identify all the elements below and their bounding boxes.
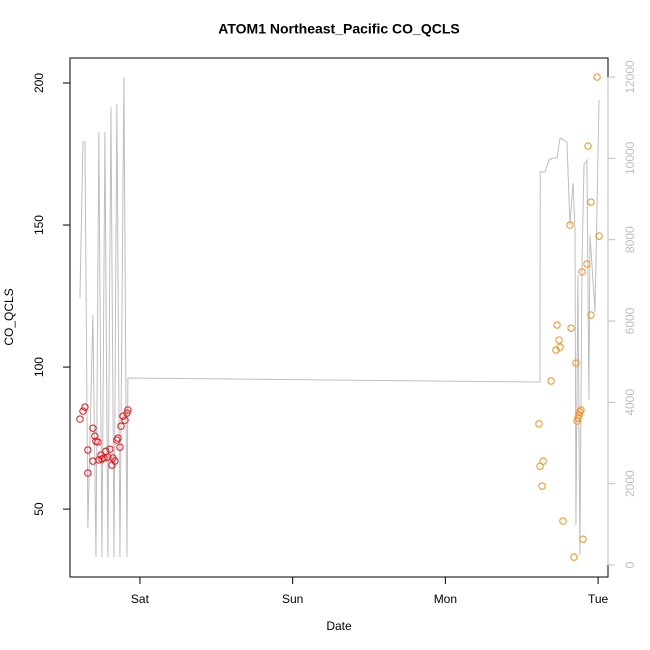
y-tick-label: 200	[32, 73, 46, 93]
data-point	[79, 407, 87, 415]
data-point	[106, 445, 114, 453]
data-point	[117, 422, 125, 430]
data-point	[91, 432, 99, 440]
y2-tick-label: 6000	[623, 307, 637, 334]
data-point	[538, 482, 546, 490]
data-point	[84, 446, 92, 454]
data-point	[572, 359, 580, 367]
data-point	[566, 221, 574, 229]
y2-tick-label: 0	[623, 561, 637, 568]
y-axis-label: CO_QCLS	[2, 288, 16, 345]
y2-tick-label: 4000	[623, 389, 637, 416]
y-tick-label: 100	[32, 357, 46, 377]
data-point	[579, 535, 587, 543]
data-point	[535, 420, 543, 428]
y-tick-label: 50	[32, 502, 46, 516]
data-point	[587, 198, 595, 206]
data-point	[575, 411, 583, 419]
y2-tick-label: 10000	[623, 141, 637, 175]
data-point	[567, 324, 575, 332]
y-tick-label: 150	[32, 215, 46, 235]
x-tick-label: Tue	[588, 592, 609, 606]
data-point	[114, 434, 122, 442]
data-point	[595, 232, 603, 240]
y2-tick-label: 2000	[623, 470, 637, 497]
data-line	[79, 76, 600, 557]
x-axis-label: Date	[326, 619, 352, 633]
data-point	[559, 517, 567, 525]
data-point	[121, 416, 129, 424]
data-point	[95, 456, 103, 464]
data-point	[555, 336, 563, 344]
y2-tick-label: 8000	[623, 226, 637, 253]
data-point	[584, 142, 592, 150]
data-point	[84, 469, 92, 477]
data-point	[94, 438, 102, 446]
data-point	[81, 403, 89, 411]
y2-tick-label: 12000	[623, 60, 637, 94]
x-tick-label: Sun	[282, 592, 303, 606]
data-point	[583, 260, 591, 268]
data-point	[89, 424, 97, 432]
data-point	[116, 443, 124, 451]
data-point	[578, 268, 586, 276]
data-point	[547, 377, 555, 385]
chart-title: ATOM1 Northeast_Pacific CO_QCLS	[218, 21, 459, 37]
x-tick-label: Sat	[131, 592, 150, 606]
data-point	[100, 454, 108, 462]
data-point	[124, 406, 132, 414]
data-point	[104, 453, 112, 461]
data-point	[553, 321, 561, 329]
x-tick-label: Mon	[434, 592, 457, 606]
data-point	[593, 73, 601, 81]
plot-frame	[69, 57, 609, 578]
data-point	[587, 311, 595, 319]
data-point	[577, 406, 585, 414]
data-point	[539, 457, 547, 465]
data-point	[556, 343, 564, 351]
data-point	[76, 415, 84, 423]
data-point	[570, 553, 578, 561]
data-point	[123, 409, 131, 417]
data-point	[111, 457, 119, 465]
